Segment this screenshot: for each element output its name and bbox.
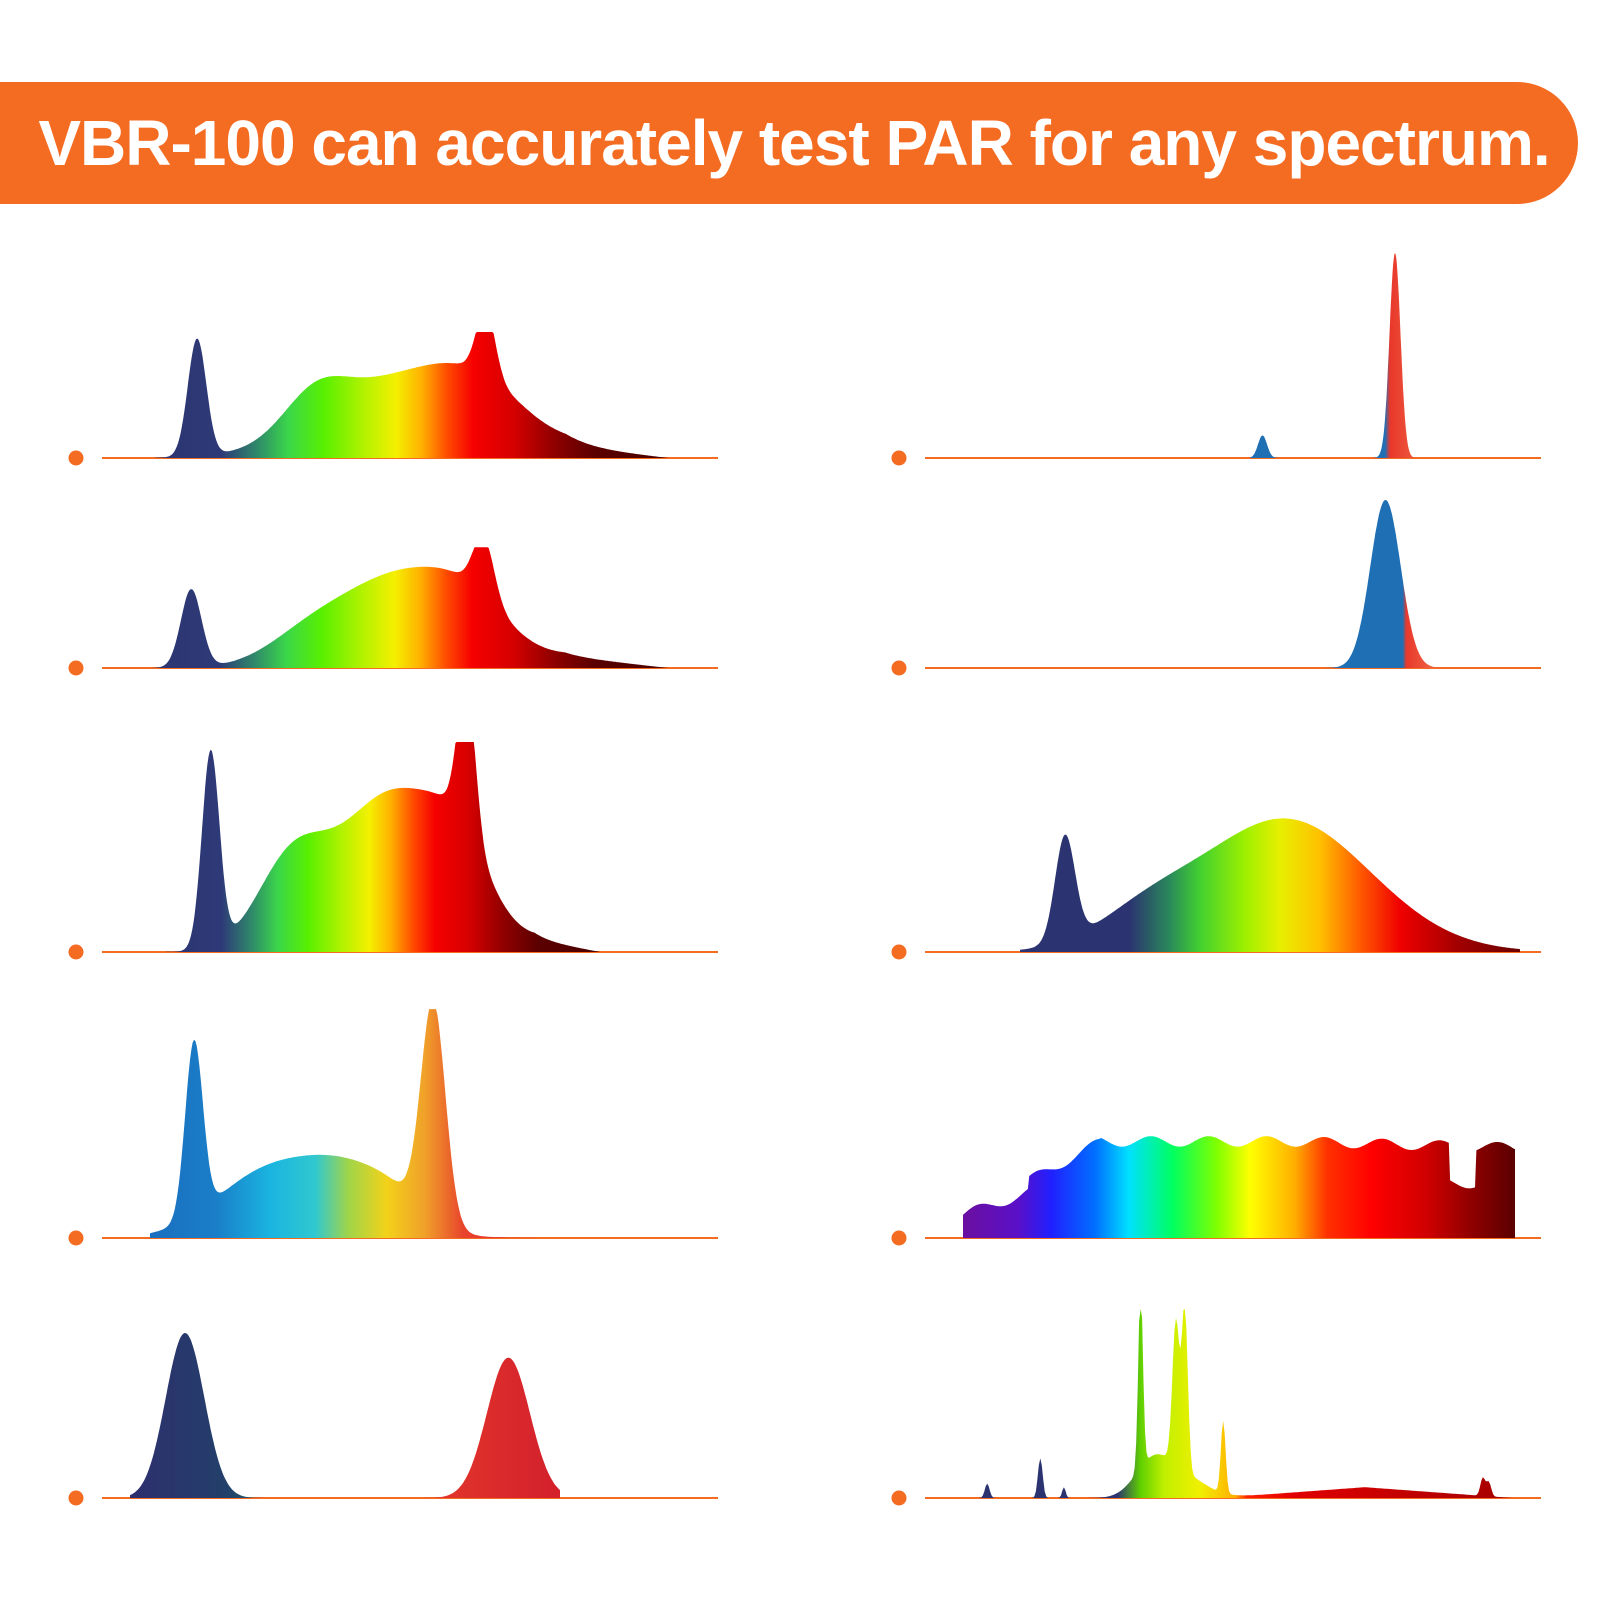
spectrum-curve-red-with-small-blue <box>1250 253 1500 458</box>
bullet-white-led <box>891 944 907 960</box>
title-banner: VBR-100 can accurately test PAR for any … <box>0 82 1578 204</box>
bullet-blue-plus-red-broad <box>68 1230 84 1246</box>
bullet-full-spectrum-3 <box>68 944 84 960</box>
spectrum-curve-blue-and-red-peaks <box>130 1333 560 1498</box>
spectrum-curve-red-only <box>1300 500 1490 668</box>
bullet-red-with-small-blue <box>891 450 907 466</box>
bullet-full-spectrum-2 <box>68 660 84 676</box>
spectrum-curve-full-spectrum-3 <box>165 742 600 952</box>
spectrum-curve-sunlight <box>963 1136 1515 1238</box>
banner-title: VBR-100 can accurately test PAR for any … <box>38 107 1550 179</box>
spectrum-curve-blue-plus-red-broad <box>150 1009 700 1238</box>
bullet-full-spectrum-1 <box>68 450 84 466</box>
bullet-hps-lamp <box>891 1490 907 1506</box>
bullet-blue-and-red-peaks <box>68 1490 84 1506</box>
bullet-red-only <box>891 660 907 676</box>
spectrum-curve-full-spectrum-2 <box>152 547 668 668</box>
spectrum-curve-hps-lamp <box>940 1309 1530 1498</box>
spectrum-curve-full-spectrum-1 <box>155 332 668 458</box>
spectrum-curve-white-led <box>1020 818 1520 952</box>
bullet-sunlight <box>891 1230 907 1246</box>
